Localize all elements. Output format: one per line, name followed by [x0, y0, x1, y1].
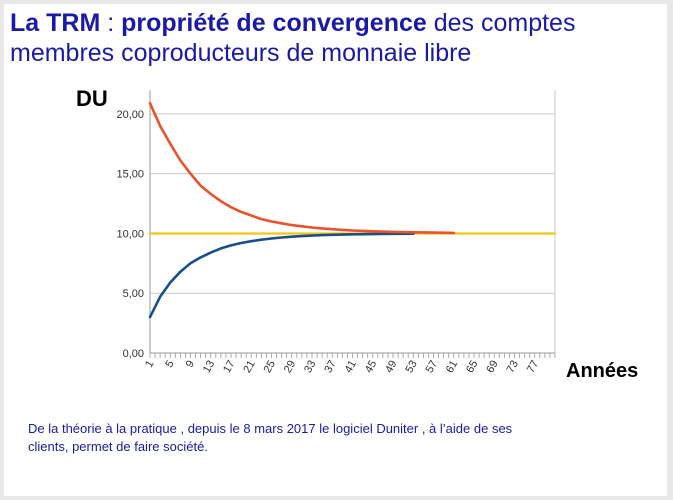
- x-tick-label: 41: [343, 359, 360, 376]
- x-tick-label: 13: [201, 359, 218, 376]
- y-tick-label: 20,00: [116, 109, 144, 121]
- x-tick-label: 5: [163, 359, 176, 370]
- x-tick-label: 57: [424, 359, 441, 376]
- title-rest: des comptes membres coproducteurs de mon…: [10, 9, 576, 67]
- y-tick-label: 5,00: [123, 288, 144, 300]
- x-tick-label: 37: [322, 359, 339, 376]
- x-axis-label: Années: [566, 360, 639, 382]
- x-tick-label: 45: [363, 359, 380, 376]
- x-tick-label: 1: [143, 359, 156, 370]
- series-line-lower: [148, 232, 415, 319]
- slide: La TRM : propriété de convergence des co…: [4, 4, 667, 496]
- title-separator: :: [100, 9, 122, 37]
- x-tick-label: 61: [444, 359, 461, 376]
- y-axis-label: DU: [76, 86, 108, 111]
- x-tick-label: 69: [484, 359, 501, 376]
- x-tick-label: 53: [403, 359, 420, 376]
- x-tick-labels: 1 5 9 13 17 21 25 29 33 37 41 45 49 53 57 61 65 69 73 77: [143, 359, 541, 376]
- y-tick-labels: 0,00 5,00 10,00 15,00 20,00: [116, 109, 144, 360]
- y-tick-label: 10,00: [116, 228, 144, 240]
- y-tick-label: 15,00: [116, 169, 144, 181]
- x-tick-label: 49: [383, 359, 400, 376]
- x-tick-label: 77: [525, 359, 542, 376]
- x-tick-label: 33: [302, 359, 319, 376]
- x-tick-label: 29: [282, 359, 299, 376]
- chart-series: [148, 101, 557, 319]
- slide-title: La TRM : propriété de convergence des co…: [10, 8, 660, 68]
- x-tick-label: 65: [464, 359, 481, 376]
- y-tick-label: 0,00: [123, 348, 144, 360]
- x-tick-label: 25: [262, 359, 279, 376]
- x-tick-label: 9: [184, 359, 197, 370]
- x-tick-label: 17: [221, 359, 238, 376]
- chart-grid: [149, 90, 556, 358]
- caption-text: De la théorie à la pratique , depuis le …: [28, 421, 513, 454]
- series-line-upper: [148, 101, 456, 235]
- x-tick-label: 21: [241, 359, 258, 376]
- x-tick-label: 73: [505, 359, 522, 376]
- title-property: propriété de convergence: [121, 9, 427, 37]
- convergence-chart: 0,00 5,00 10,00 15,00 20,00 1 5 9 13 17 21 25 29 33 3…: [116, 90, 557, 376]
- title-trm: La TRM: [10, 9, 101, 37]
